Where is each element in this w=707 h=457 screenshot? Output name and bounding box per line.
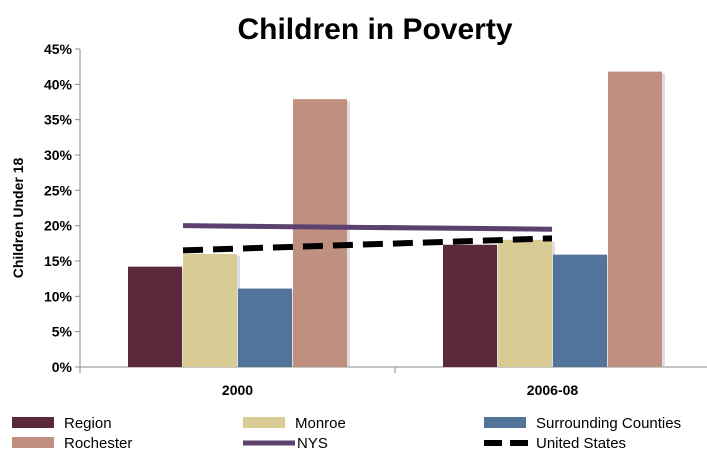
y-tick-label: 35% bbox=[44, 112, 73, 128]
bar bbox=[498, 239, 552, 367]
nys-line bbox=[182, 223, 553, 232]
legend-label: United States bbox=[536, 435, 626, 452]
bar bbox=[553, 254, 607, 367]
y-tick-label: 10% bbox=[44, 288, 73, 304]
chart-title: Children in Poverty bbox=[237, 13, 512, 46]
legend-swatch bbox=[12, 437, 54, 448]
x-tick-label: 2000 bbox=[222, 382, 253, 398]
bar bbox=[608, 71, 662, 367]
bar bbox=[128, 266, 182, 367]
legend-label: Region bbox=[64, 415, 112, 432]
y-tick-label: 30% bbox=[44, 147, 73, 163]
legend-swatch bbox=[12, 417, 54, 428]
y-tick-label: 45% bbox=[44, 41, 73, 57]
bar bbox=[238, 288, 292, 367]
y-tick-label: 20% bbox=[44, 218, 73, 234]
bar bbox=[183, 253, 237, 367]
y-tick-label: 5% bbox=[52, 324, 73, 340]
legend-label: Surrounding Counties bbox=[536, 415, 681, 432]
legend: Region Monroe Surrounding Counties Rocheste… bbox=[12, 415, 681, 452]
y-tick-label: 40% bbox=[44, 76, 73, 92]
y-tick-label: 25% bbox=[44, 182, 73, 198]
legend-label: Rochester bbox=[64, 435, 132, 452]
legend-swatch bbox=[484, 417, 526, 428]
y-axis-label: Children Under 18 bbox=[10, 158, 26, 279]
legend-label: NYS bbox=[297, 435, 328, 452]
us-dashed-line bbox=[182, 235, 553, 254]
legend-swatch bbox=[243, 417, 285, 428]
legend-label: Monroe bbox=[295, 415, 346, 432]
x-tick-label: 2006-08 bbox=[527, 382, 579, 398]
plot-area: 0% 5% 10% 15% 20% 25% 30% 35% 40% 45% 2000 2006-08 bbox=[44, 41, 707, 398]
y-tick-label: 0% bbox=[52, 359, 73, 375]
bar bbox=[443, 244, 497, 367]
bar bbox=[293, 99, 347, 367]
y-tick-label: 15% bbox=[44, 253, 73, 269]
